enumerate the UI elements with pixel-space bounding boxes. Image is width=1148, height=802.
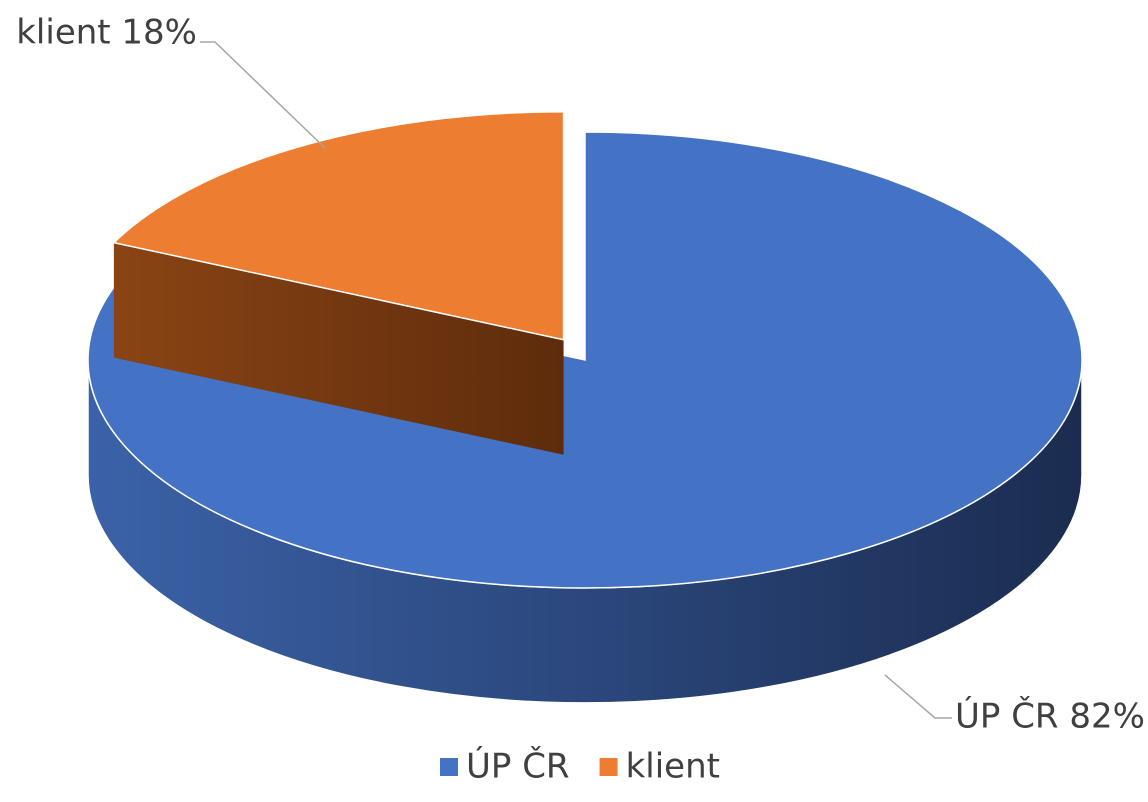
data-label: ÚP ČR 82% [955,696,1145,737]
pie [87,110,1083,704]
legend-label: klient [626,747,720,787]
pie-slice [112,110,565,341]
leader-line [884,674,952,719]
leader-line [200,41,326,149]
pie-cut-face [113,242,564,455]
legend-label: ÚP ČR [466,746,570,787]
data-label: klient 18% [16,13,197,53]
pie-slice [87,131,1083,589]
legend-swatch [599,758,618,776]
legend-swatch [440,758,458,776]
legend: ÚP ČR klient [440,746,720,787]
